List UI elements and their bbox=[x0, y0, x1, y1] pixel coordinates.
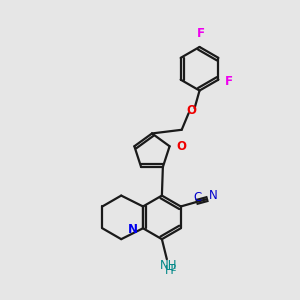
Text: C: C bbox=[193, 191, 201, 204]
Text: O: O bbox=[187, 104, 196, 117]
Text: 2: 2 bbox=[171, 264, 176, 273]
Text: NH: NH bbox=[160, 259, 178, 272]
Text: F: F bbox=[196, 27, 205, 40]
Text: O: O bbox=[176, 140, 187, 153]
Text: N: N bbox=[208, 189, 217, 203]
Text: N: N bbox=[128, 223, 138, 236]
Text: H: H bbox=[164, 264, 173, 277]
Text: F: F bbox=[225, 75, 233, 88]
